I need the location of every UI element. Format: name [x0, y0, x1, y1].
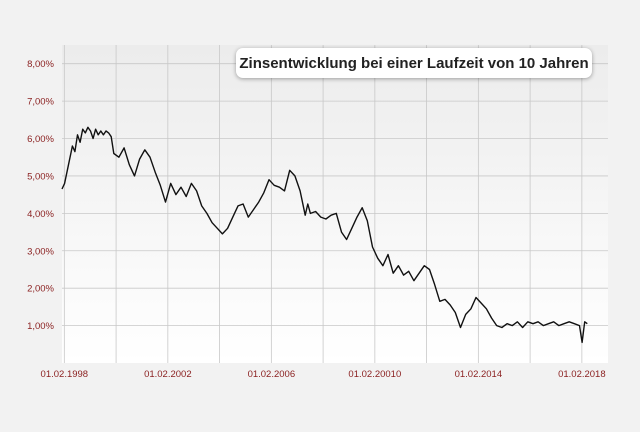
plot-area	[62, 45, 608, 363]
x-tick-label: 01.02.2006	[248, 369, 296, 380]
y-tick-label: 7,00%	[27, 97, 54, 108]
chart-title: Zinsentwicklung bei einer Laufzeit von 1…	[239, 54, 589, 72]
y-tick-label: 4,00%	[27, 209, 54, 220]
y-tick-label: 8,00%	[27, 59, 54, 70]
y-tick-label: 1,00%	[27, 321, 54, 332]
y-tick-label: 2,00%	[27, 284, 54, 295]
x-tick-label: 01.02.20010	[348, 369, 401, 380]
x-tick-label: 01.02.1998	[41, 369, 89, 380]
x-tick-label: 01.02.2002	[144, 369, 192, 380]
x-tick-label: 01.02.2014	[455, 369, 503, 380]
y-tick-label: 5,00%	[27, 171, 54, 182]
series-line-interest-rate	[61, 126, 588, 344]
x-axis-tick-labels: 01.02.1998 01.02.2002 01.02.2006 01.02.2001…	[41, 369, 606, 380]
y-tick-label: 6,00%	[27, 134, 54, 145]
x-tick-label: 01.02.2018	[558, 369, 606, 380]
y-tick-label: 3,00%	[27, 246, 54, 257]
chart-title-box: Zinsentwicklung bei einer Laufzeit von 1…	[236, 48, 592, 78]
grid-lines	[62, 45, 608, 363]
y-axis-tick-labels: 1,00% 2,00% 3,00% 4,00% 5,00% 6,00% 7,00% 8,00%	[27, 59, 54, 332]
